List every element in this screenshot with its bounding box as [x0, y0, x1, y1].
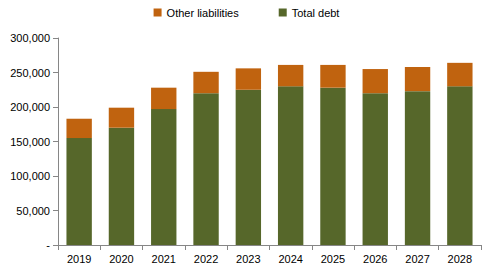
- svg-text:2019: 2019: [67, 253, 91, 265]
- svg-text:-: -: [46, 239, 50, 251]
- svg-text:100,000: 100,000: [10, 170, 50, 182]
- svg-text:2023: 2023: [236, 253, 260, 265]
- svg-text:2024: 2024: [278, 253, 302, 265]
- svg-text:2028: 2028: [448, 253, 472, 265]
- svg-text:2026: 2026: [363, 253, 387, 265]
- svg-text:200,000: 200,000: [10, 101, 50, 113]
- svg-text:150,000: 150,000: [10, 136, 50, 148]
- svg-text:2022: 2022: [194, 253, 218, 265]
- svg-text:2027: 2027: [405, 253, 429, 265]
- svg-text:2021: 2021: [152, 253, 176, 265]
- svg-text:50,000: 50,000: [16, 205, 50, 217]
- svg-text:300,000: 300,000: [10, 32, 50, 44]
- svg-text:250,000: 250,000: [10, 67, 50, 79]
- svg-text:2020: 2020: [109, 253, 133, 265]
- svg-text:Total debt: Total debt: [292, 7, 340, 19]
- svg-text:Other liabilities: Other liabilities: [167, 7, 240, 19]
- svg-text:2025: 2025: [321, 253, 345, 265]
